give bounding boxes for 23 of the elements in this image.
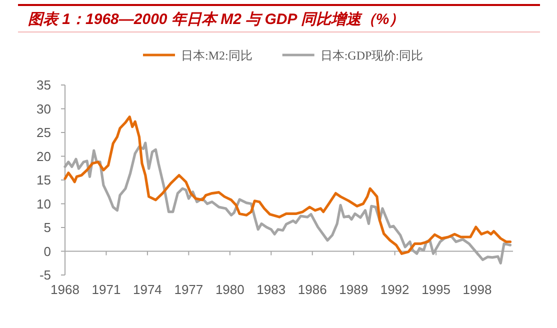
x-tick-label: 1968 [50, 282, 80, 297]
y-tick-label: 35 [36, 78, 51, 92]
x-tick-label: 1992 [380, 282, 410, 297]
x-tick-label: 1998 [462, 282, 492, 297]
x-tick-label: 1986 [298, 282, 327, 297]
legend-label: 日本:GDP现价:同比 [320, 48, 424, 62]
x-tick-label: 1980 [215, 282, 244, 297]
y-tick-label: 25 [36, 125, 51, 140]
x-tick-label: 1971 [92, 282, 121, 297]
legend-label: 日本:M2:同比 [181, 48, 252, 62]
y-tick-label: 15 [36, 172, 51, 188]
y-tick-label: -5 [39, 268, 51, 282]
x-tick-label: 1974 [132, 282, 162, 297]
chart-title: 图表 1：1968—2000 年日本 M2 与 GDP 同比增速（%） [28, 11, 404, 28]
y-tick-label: 30 [36, 101, 51, 116]
y-tick-label: 5 [44, 220, 51, 235]
x-tick-label: 1989 [339, 282, 368, 297]
x-tick-label: 1983 [256, 282, 286, 297]
y-tick-label: 0 [44, 244, 51, 259]
y-tick-label: 10 [36, 196, 51, 212]
y-tick-label: 20 [36, 148, 51, 164]
x-tick-label: 1995 [422, 282, 451, 297]
x-tick-label: 1977 [174, 282, 204, 297]
